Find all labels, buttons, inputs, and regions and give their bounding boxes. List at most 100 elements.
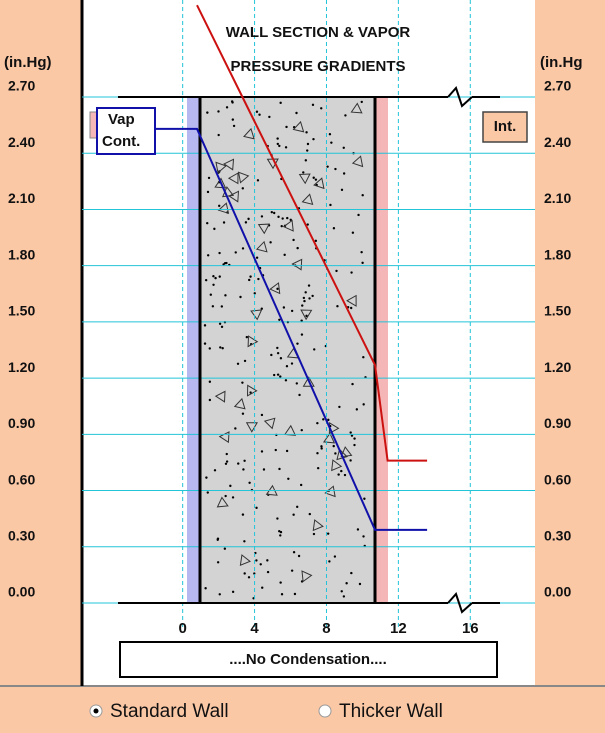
aggregate-dot [326, 165, 329, 168]
aggregate-dot [296, 342, 299, 345]
aggregate-dot [222, 263, 225, 266]
aggregate-dot [361, 193, 364, 197]
aggregate-dot [208, 398, 212, 402]
aggregate-dot [229, 484, 232, 488]
vapor-retarder-layer [187, 97, 200, 603]
aggregate-dot [340, 469, 343, 473]
aggregate-dot [334, 452, 337, 455]
aggregate-dot [285, 365, 289, 368]
aggregate-dot [217, 133, 220, 137]
aggregate-dot [276, 517, 279, 520]
chart-title: WALL SECTION & VAPOR [226, 24, 411, 41]
aggregate-dot [272, 373, 276, 377]
aggregate-dot [338, 405, 341, 409]
aggregate-dot [306, 142, 310, 146]
aggregate-dot [295, 111, 298, 115]
aggregate-dot [340, 590, 343, 593]
aggregate-dot [220, 325, 224, 329]
aggregate-dot [361, 261, 364, 265]
aggregate-dot [241, 187, 244, 190]
aggregate-dot [281, 217, 284, 220]
aggregate-dot [259, 563, 262, 566]
y-tick-label: 2.70 [544, 78, 571, 94]
aggregate-dot [276, 137, 279, 140]
radio-option[interactable]: Thicker Wall [318, 701, 443, 722]
y-tick-label: 2.40 [544, 134, 571, 150]
break-mark [447, 592, 473, 614]
aggregate-dot [206, 221, 209, 225]
aggregate-dot [224, 294, 227, 297]
aggregate-dot [351, 382, 354, 386]
aggregate-dot [257, 277, 260, 281]
aggregate-dot [204, 278, 208, 282]
aggregate-stone [301, 193, 314, 205]
aggregate-dot [243, 572, 246, 575]
aggregate-dot [234, 427, 237, 430]
aggregate-dot [342, 595, 346, 598]
y-unit: (in.Hg [540, 54, 583, 71]
aggregate-dot [213, 227, 216, 231]
aggregate-dot [286, 216, 289, 220]
aggregate-dot [334, 167, 337, 171]
aggregate-stone [217, 202, 230, 215]
y-tick-label: 0.30 [544, 527, 571, 543]
aggregate-stone [233, 397, 246, 410]
aggregate-dot [277, 215, 280, 219]
aggregate-dot [255, 559, 258, 562]
aggregate-dot [218, 204, 221, 208]
aggregate-dot [253, 292, 256, 295]
aggregate-stone [269, 282, 281, 295]
aggregate-dot [342, 172, 346, 175]
aggregate-dot [284, 379, 288, 382]
aggregate-dot [316, 466, 320, 470]
aggregate-stone [243, 127, 255, 140]
aggregate-dot [350, 271, 353, 274]
aggregate-dot [241, 513, 245, 516]
aggregate-dot [203, 342, 207, 345]
radio-label[interactable]: Standard Wall [110, 701, 229, 722]
aggregate-stone [227, 172, 239, 185]
aggregate-dot [362, 403, 365, 406]
aggregate-dot [270, 353, 273, 357]
aggregate-dot [242, 468, 245, 471]
x-tick-label: 4 [250, 620, 259, 637]
aggregate-dot [220, 305, 224, 308]
aggregate-stone [298, 173, 311, 185]
aggregate-dot [221, 347, 224, 350]
radio-option[interactable]: Standard Wall [89, 701, 229, 722]
aggregate-dot [332, 227, 336, 230]
aggregate-stone [300, 309, 313, 321]
aggregate-dot [297, 554, 301, 558]
aggregate-dot [260, 450, 264, 453]
aggregate-dot [284, 146, 288, 149]
aggregate-dot [276, 351, 280, 355]
radio-label[interactable]: Thicker Wall [339, 701, 443, 722]
y-tick-label: 0.30 [8, 527, 35, 543]
aggregate-dot [295, 382, 299, 385]
vapor-retarder-label: Cont. [102, 133, 140, 150]
vapor-retarder-label: Vap [108, 111, 135, 128]
aggregate-dot [248, 481, 251, 484]
radio-button[interactable] [318, 704, 332, 718]
aggregate-dot [306, 149, 309, 152]
aggregate-dot [247, 217, 250, 221]
aggregate-dot [218, 593, 221, 596]
aggregate-dot [327, 418, 330, 422]
aggregate-dot [243, 459, 246, 462]
y-tick-label: 2.10 [544, 190, 571, 206]
aggregate-stone [216, 496, 229, 508]
x-tick-label: 8 [322, 620, 330, 637]
aggregate-dot [302, 296, 306, 300]
aggregate-dot [314, 178, 318, 181]
aggregate-dot [332, 444, 335, 448]
aggregate-dot [224, 494, 227, 498]
aggregate-dot [349, 306, 353, 310]
aggregate-dot [301, 304, 304, 307]
aggregate-dot [363, 497, 366, 500]
aggregate-dot [280, 593, 284, 596]
aggregate-dot [231, 496, 235, 499]
y-tick-label: 1.20 [544, 359, 571, 375]
aggregate-dot [260, 307, 263, 310]
aggregate-dot [336, 305, 339, 308]
aggregate-dot [353, 443, 356, 447]
